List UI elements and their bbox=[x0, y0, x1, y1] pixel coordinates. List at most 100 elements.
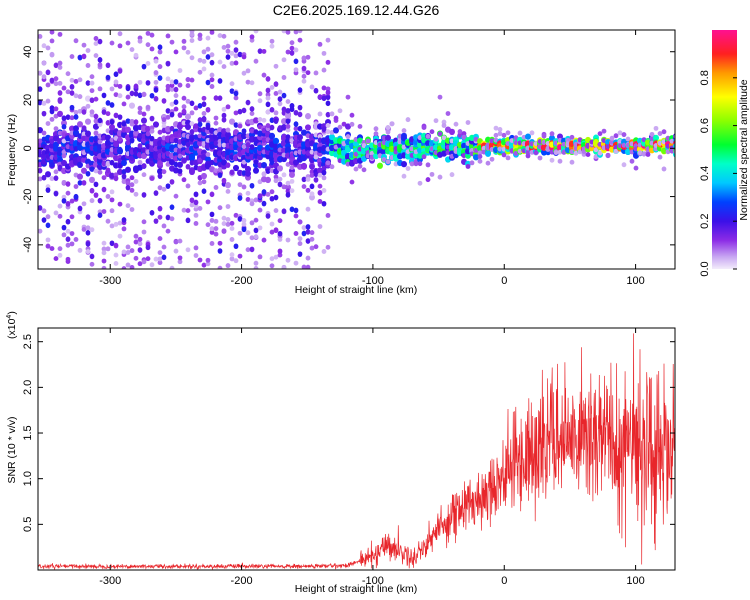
spectrogram-cell bbox=[173, 193, 179, 199]
spectrogram-cell bbox=[233, 90, 239, 97]
spectrogram-cell bbox=[213, 157, 219, 163]
spectrogram-cell bbox=[117, 136, 123, 142]
spectrogram-cell bbox=[213, 218, 219, 224]
spectrogram-cell bbox=[425, 177, 431, 183]
spectrogram-cell bbox=[409, 161, 415, 167]
spectrogram-cell bbox=[197, 57, 203, 63]
spectrogram-cell bbox=[53, 210, 59, 216]
spectrogram-cell bbox=[181, 177, 187, 183]
spectrogram-cell bbox=[441, 150, 447, 157]
spectrogram-cell bbox=[65, 228, 71, 234]
spectrogram-cell bbox=[237, 151, 243, 158]
spectrogram-cell bbox=[449, 172, 455, 178]
spectrogram-cell bbox=[437, 174, 443, 180]
spectrogram-cell bbox=[649, 131, 655, 137]
spectrogram-cell bbox=[241, 184, 247, 190]
spectrogram-cell bbox=[401, 173, 407, 179]
spectrogram-cell bbox=[297, 87, 303, 93]
spectrogram-cell bbox=[109, 86, 115, 92]
spectrogram-cell bbox=[237, 216, 243, 222]
spectrogram-cell bbox=[249, 37, 255, 43]
spectrogram-cell bbox=[593, 147, 599, 153]
spectrogram-cell bbox=[193, 199, 199, 206]
spectrogram-cell bbox=[277, 218, 283, 224]
spectrogram-cell bbox=[273, 208, 279, 214]
spectrogram-cell bbox=[85, 249, 91, 254]
spectrogram-cell bbox=[353, 151, 359, 157]
spectrogram-cell bbox=[117, 83, 123, 89]
spectrogram-cell bbox=[38, 34, 43, 39]
spectrogram-cell bbox=[313, 154, 319, 160]
spectrogram-cell bbox=[309, 172, 315, 178]
spectrogram-cell bbox=[61, 85, 67, 91]
spectrogram-cell bbox=[265, 76, 271, 82]
spectrogram-cell bbox=[161, 223, 167, 229]
spectrogram-cell bbox=[285, 257, 291, 263]
spectrogram-cell bbox=[497, 131, 503, 137]
spectrogram-cell bbox=[165, 83, 171, 89]
spectrogram-cell bbox=[241, 107, 247, 114]
spectrogram-cell bbox=[201, 188, 207, 195]
spectrogram-cell bbox=[149, 128, 155, 134]
spectrogram-cell bbox=[157, 129, 163, 135]
spectrogram-cell bbox=[141, 63, 147, 70]
spectrogram-cell bbox=[309, 230, 315, 236]
colorbar-tick-label: 0.2 bbox=[699, 214, 711, 229]
spectrogram-y-axis-label: Frequency (Hz) bbox=[6, 114, 18, 186]
spectrogram-cell bbox=[57, 203, 63, 209]
spectrogram-cell bbox=[605, 153, 611, 159]
spectrogram-cell bbox=[249, 144, 255, 150]
spectrogram-cell bbox=[137, 143, 143, 149]
spectrogram-cell bbox=[217, 167, 223, 172]
spectrogram-cell bbox=[321, 95, 327, 102]
spectrogram-cell bbox=[301, 184, 307, 190]
spectrogram-cell bbox=[601, 128, 607, 134]
spectrogram-cell bbox=[185, 83, 191, 89]
spectrogram-cell bbox=[229, 256, 235, 262]
spectrogram-cell bbox=[89, 253, 95, 260]
spectrogram-cell bbox=[129, 90, 135, 97]
spectrogram-cell bbox=[621, 132, 627, 138]
spectrogram-cell bbox=[61, 232, 67, 238]
spectrogram-cell bbox=[293, 67, 299, 73]
spectrogram-cell bbox=[249, 201, 255, 207]
spectrogram-cell bbox=[253, 58, 259, 64]
spectrogram-cell bbox=[121, 266, 127, 269]
spectrogram-cell bbox=[121, 179, 127, 185]
spectrogram-cell bbox=[233, 47, 239, 53]
spectrogram-cell bbox=[145, 60, 151, 66]
spectrogram-cell bbox=[49, 38, 55, 44]
spectrogram-y-ticks: -40 -20 0 20 40 bbox=[22, 46, 675, 253]
spectrogram-cell bbox=[65, 114, 71, 120]
spectrogram-cell bbox=[145, 131, 151, 137]
spectrogram-cell bbox=[105, 246, 111, 252]
spectrogram-cell bbox=[293, 121, 299, 127]
spectrogram-cell bbox=[105, 74, 111, 81]
spectrogram-cell bbox=[81, 167, 87, 174]
spectrogram-cell bbox=[301, 55, 307, 61]
spectrogram-cell bbox=[145, 244, 151, 251]
spectrogram-cell bbox=[269, 229, 275, 235]
spectrogram-cell bbox=[97, 134, 103, 139]
spectrogram-cell bbox=[53, 81, 59, 87]
spectrogram-cell bbox=[201, 172, 207, 180]
spectrogram-cell bbox=[77, 137, 83, 143]
y-tick-label: 0 bbox=[22, 145, 34, 151]
spectrogram-cell bbox=[185, 247, 191, 253]
spectrogram-cell bbox=[273, 254, 279, 260]
spectrogram-cell bbox=[217, 78, 223, 84]
spectrogram-cell bbox=[285, 118, 291, 125]
spectrogram-cell bbox=[205, 261, 211, 267]
spectrogram-cell bbox=[229, 220, 235, 226]
spectrogram-cell bbox=[73, 114, 79, 120]
spectrogram-cell bbox=[233, 110, 239, 116]
spectrogram-cell bbox=[157, 75, 163, 81]
spectrogram-cell bbox=[177, 82, 183, 88]
spectrogram-cell bbox=[297, 219, 303, 225]
spectrogram-cell bbox=[49, 138, 55, 145]
spectrogram-cell bbox=[181, 207, 187, 213]
spectrogram-cell bbox=[433, 118, 439, 124]
spectrogram-cell bbox=[157, 236, 163, 242]
spectrogram-cell bbox=[265, 176, 271, 184]
spectrogram-cell bbox=[209, 159, 215, 166]
